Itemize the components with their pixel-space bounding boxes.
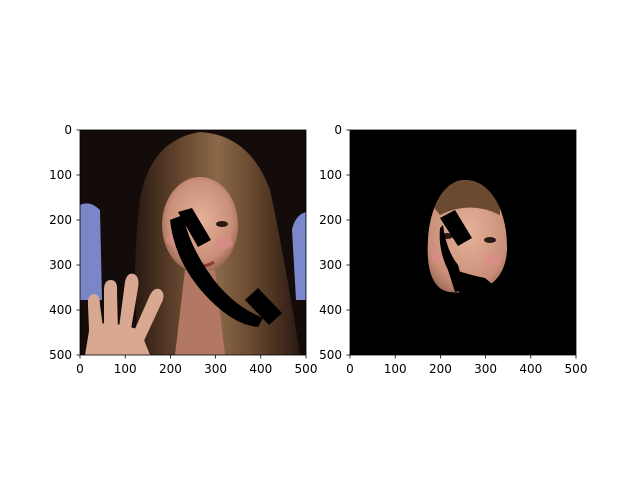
right-panel: 0 100 200 300 400 500 0 100 200 300 400 500 — [319, 123, 587, 376]
right-x-tick-label: 100 — [384, 362, 407, 376]
left-x-tick-label: 0 — [76, 362, 84, 376]
left-x-tick-label: 500 — [295, 362, 318, 376]
right-axes-frame — [349, 129, 577, 356]
right-y-tick-label: 500 — [319, 348, 342, 362]
right-y-ticks: 0 100 200 300 400 500 — [319, 123, 350, 362]
left-y-tick-label: 300 — [49, 258, 72, 272]
right-x-tick-label: 0 — [346, 362, 354, 376]
left-y-tick-label: 0 — [64, 123, 72, 137]
right-y-tick-label: 300 — [319, 258, 342, 272]
left-x-tick-label: 100 — [114, 362, 137, 376]
right-x-tick-label: 300 — [474, 362, 497, 376]
right-x-tick-label: 400 — [519, 362, 542, 376]
left-y-ticks: 0 100 200 300 400 500 — [49, 123, 80, 362]
right-y-tick-label: 200 — [319, 213, 342, 227]
left-x-tick-label: 300 — [204, 362, 227, 376]
right-image — [350, 130, 576, 355]
left-axes-frame — [79, 129, 307, 356]
left-image — [80, 130, 306, 355]
right-y-tick-label: 0 — [334, 123, 342, 137]
left-x-tick-label: 400 — [249, 362, 272, 376]
right-y-tick-label: 100 — [319, 168, 342, 182]
left-panel: 0 100 200 300 400 500 0 100 200 300 400 500 — [49, 123, 317, 376]
left-x-tick-label: 200 — [159, 362, 182, 376]
telephone-handset-icon — [170, 208, 282, 327]
left-y-tick-label: 200 — [49, 213, 72, 227]
right-x-ticks: 0 100 200 300 400 500 — [346, 355, 587, 376]
left-y-tick-label: 400 — [49, 303, 72, 317]
left-y-tick-label: 100 — [49, 168, 72, 182]
right-x-tick-label: 200 — [429, 362, 452, 376]
telephone-handset-icon — [439, 210, 505, 296]
left-x-ticks: 0 100 200 300 400 500 — [76, 355, 317, 376]
right-y-tick-label: 400 — [319, 303, 342, 317]
right-x-tick-label: 500 — [565, 362, 588, 376]
left-y-tick-label: 500 — [49, 348, 72, 362]
